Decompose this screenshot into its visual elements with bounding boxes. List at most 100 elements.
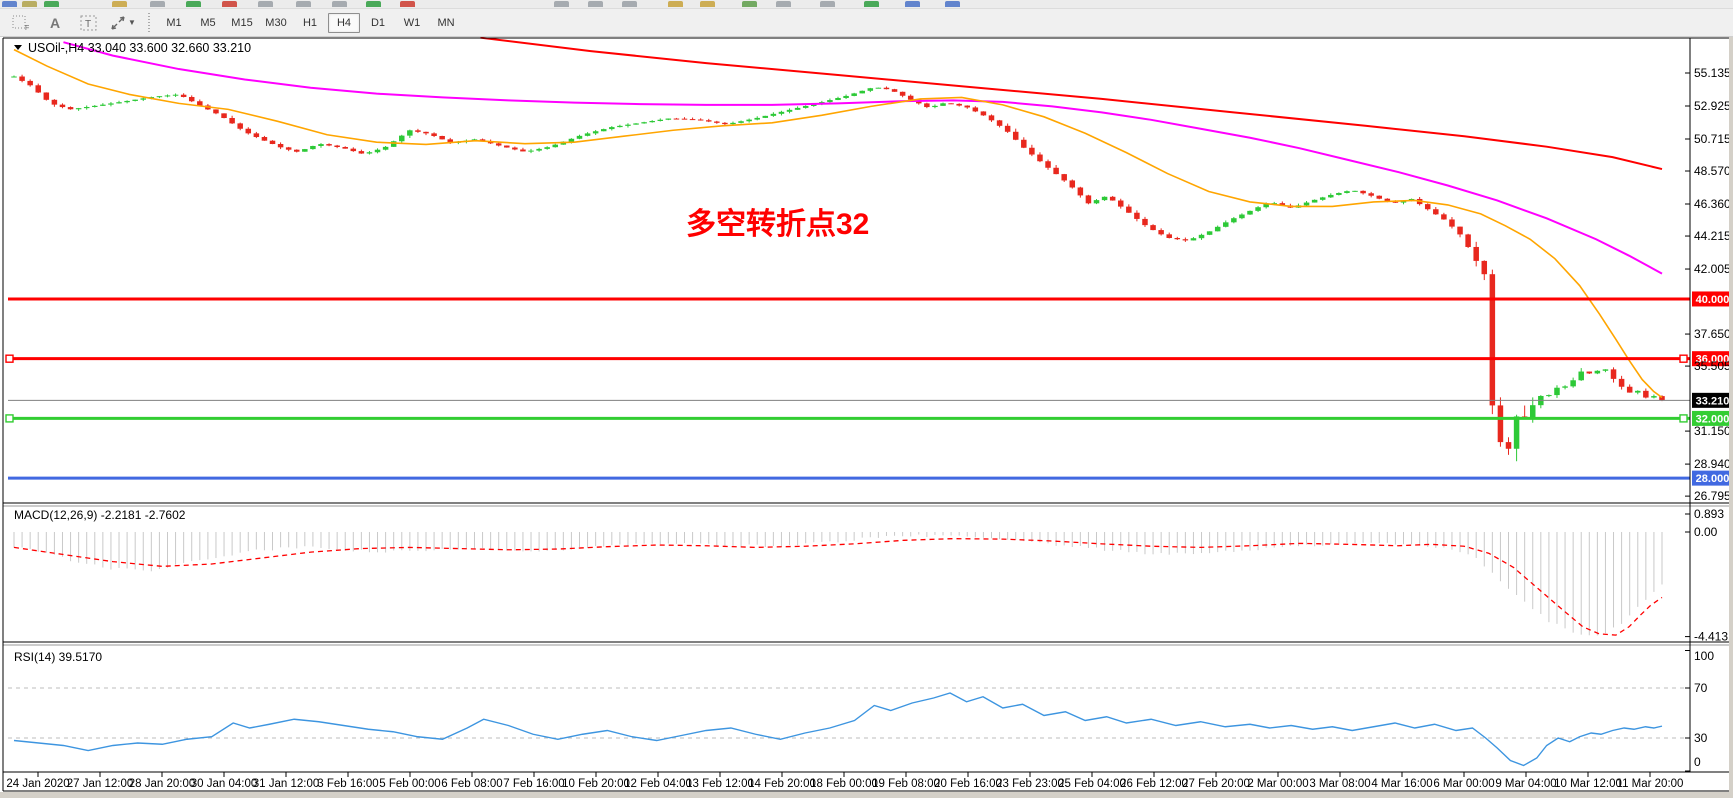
price-badge: 40.000 [1696, 294, 1730, 306]
grid-f-icon[interactable]: F [7, 11, 35, 35]
partial-icon[interactable] [945, 1, 960, 7]
time-tick-label: 19 Feb 08:00 [872, 778, 940, 790]
time-tick-label: 25 Feb 04:00 [1058, 778, 1126, 790]
partial-icon[interactable] [222, 1, 237, 7]
partial-icon[interactable] [400, 1, 415, 7]
macd-panel: 0.893 0.00 -4.4131 [13, 507, 1733, 644]
time-tick-label: 6 Mar 00:00 [1433, 778, 1494, 790]
hline-33.210[interactable]: 33.210 [8, 392, 1733, 408]
rsi-tick-label: 100 [1694, 649, 1714, 663]
time-tick-label: 27 Feb 20:00 [1182, 778, 1250, 790]
price-tick-label: 26.795 [1694, 489, 1731, 503]
grid-f-glyph: F [12, 15, 29, 31]
hline-handle[interactable] [1679, 414, 1688, 423]
time-tick-label: 31 Jan 12:00 [253, 778, 320, 790]
price-axis: 55.135 52.925 50.715 48.570 46.360 44.215 42.0… [1685, 66, 1731, 503]
diagonal-arrows-icon [111, 15, 125, 30]
hline-36.000[interactable]: 36.000 [5, 351, 1733, 367]
partial-icon[interactable] [112, 1, 127, 7]
macd-tick-label: 0.893 [1694, 507, 1724, 521]
hline-handle[interactable] [1679, 354, 1688, 363]
partial-icon[interactable] [776, 1, 791, 7]
hline-40.000[interactable]: 40.000 [8, 291, 1733, 307]
timeframe-buttons: M1 M5 M15 M30 H1 H4 D1 W1 MN [157, 12, 463, 33]
partial-icon[interactable] [366, 1, 381, 7]
timeframe-button-m15[interactable]: M15 [231, 16, 253, 29]
timeframe-button-m30[interactable]: M30 [265, 16, 287, 29]
hline-32.000[interactable]: 32.000 [5, 410, 1733, 426]
toolbar-grip[interactable] [146, 12, 151, 33]
timeframe-button-m1[interactable]: M1 [166, 16, 182, 29]
macd-tick-label: -4.4131 [1694, 630, 1733, 644]
symbol-dropdown-icon[interactable] [14, 45, 22, 50]
time-tick-label: 13 Feb 12:00 [686, 778, 754, 790]
time-tick-label: 28 Jan 20:00 [129, 778, 196, 790]
svg-text:F: F [25, 25, 29, 31]
time-tick-label: 7 Feb 16:00 [503, 778, 564, 790]
chevron-down-icon: ▼ [128, 18, 136, 27]
drawing-tools-icon[interactable]: ▼ [109, 11, 137, 35]
rsi-line [13, 692, 1663, 767]
a-glyph: A [49, 14, 61, 31]
time-tick-label: 10 Feb 20:00 [562, 778, 630, 790]
time-tick-label: 5 Feb 00:00 [379, 778, 440, 790]
timeframe-button-mn[interactable]: MN [437, 16, 455, 29]
price-badge: 33.210 [1696, 395, 1730, 407]
price-tick-label: 48.570 [1694, 164, 1731, 178]
price-badge: 32.000 [1696, 413, 1730, 425]
time-tick-label: 9 Mar 04:00 [1495, 778, 1556, 790]
ma-orange [13, 48, 1663, 399]
timeframe-button-h4[interactable]: H4 [328, 12, 360, 33]
price-badge: 28.000 [1696, 473, 1730, 485]
partial-icon[interactable] [186, 1, 201, 7]
toolbar-top-partial [0, 0, 1733, 9]
partial-icon[interactable] [150, 1, 165, 7]
rsi-label: RSI(14) 39.5170 [14, 650, 102, 664]
time-tick-label: 18 Feb 00:00 [810, 778, 878, 790]
hline-handle[interactable] [5, 414, 14, 423]
macd-signal-line [13, 537, 1663, 636]
hline-handle[interactable] [5, 354, 14, 363]
partial-icon[interactable] [668, 1, 683, 7]
price-tick-label: 50.715 [1694, 132, 1731, 146]
hline-28.000[interactable]: 28.000 [8, 470, 1733, 486]
timeframe-button-h1[interactable]: H1 [302, 16, 318, 29]
time-tick-label: 4 Mar 16:00 [1371, 778, 1432, 790]
time-tick-label: 27 Jan 12:00 [67, 778, 134, 790]
partial-icon[interactable] [622, 1, 637, 7]
partial-icon[interactable] [258, 1, 273, 7]
partial-icon[interactable] [554, 1, 569, 7]
text-tool-icon[interactable]: T [75, 11, 103, 35]
partial-icon[interactable] [22, 1, 37, 7]
partial-icon[interactable] [820, 1, 835, 7]
chart-annotation[interactable]: 多空转折点32 [686, 208, 869, 241]
svg-text:T: T [85, 19, 91, 30]
time-tick-label: 3 Feb 16:00 [317, 778, 378, 790]
partial-icon[interactable] [588, 1, 603, 7]
chart-canvas[interactable]: 40.000 36.000 33.210 32.000 28.000 55.135 52.9… [0, 37, 1733, 798]
partial-icon[interactable] [742, 1, 757, 7]
partial-icon[interactable] [2, 1, 17, 7]
partial-icon[interactable] [332, 1, 347, 7]
partial-icon[interactable] [700, 1, 715, 7]
ma-red [480, 37, 1663, 171]
annotation-a-icon[interactable]: A [41, 11, 69, 35]
time-tick-label: 30 Jan 04:00 [191, 778, 258, 790]
time-tick-label: 26 Feb 12:00 [1120, 778, 1188, 790]
macd-label: MACD(12,26,9) -2.2181 -2.7602 [14, 508, 186, 522]
timeframe-button-m5[interactable]: M5 [200, 16, 216, 29]
panel-frame [0, 37, 1733, 798]
partial-icon[interactable] [864, 1, 879, 7]
price-tick-label: 46.360 [1694, 197, 1731, 211]
price-tick-label: 31.150 [1694, 424, 1731, 438]
timeframe-button-d1[interactable]: D1 [370, 16, 386, 29]
timeframe-button-w1[interactable]: W1 [403, 16, 421, 29]
partial-icon[interactable] [905, 1, 920, 7]
main-toolbar: F A T ▼ M1 M5 M15 M30 H1 H4 D1 W1 MN [0, 9, 1733, 37]
partial-icon[interactable] [44, 1, 59, 7]
price-tick-label: 52.925 [1694, 99, 1731, 113]
partial-icon[interactable] [296, 1, 311, 7]
chart-title-group[interactable]: USOil-,H4 33.040 33.600 32.660 33.210 [14, 41, 251, 55]
price-tick-label: 35.505 [1694, 359, 1731, 373]
chart-title: USOil-,H4 33.040 33.600 32.660 33.210 [28, 41, 251, 55]
